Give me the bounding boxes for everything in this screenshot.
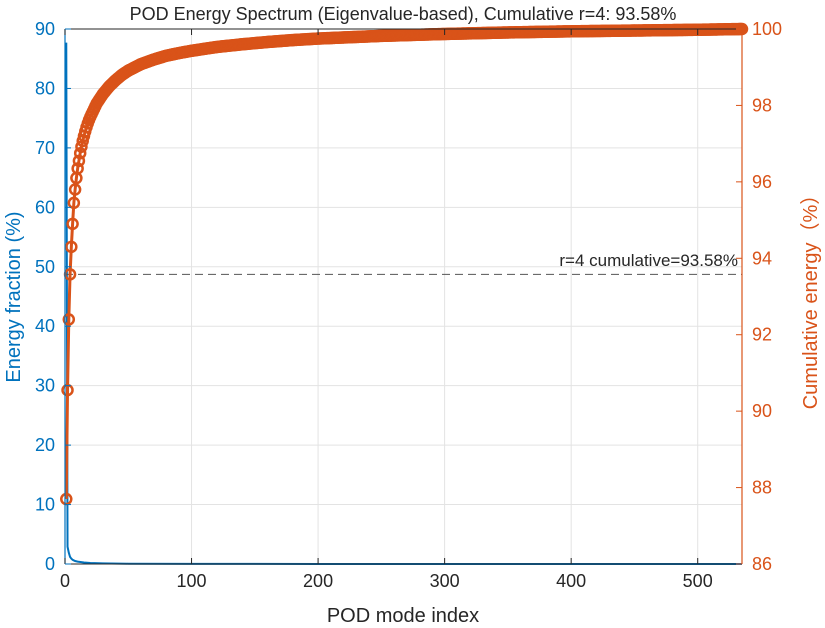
reference-line-label: r=4 cumulative=93.58% <box>559 251 738 270</box>
left-y-tick-label: 80 <box>35 78 55 98</box>
left-y-tick-label: 70 <box>35 138 55 158</box>
x-tick-label: 500 <box>683 571 713 591</box>
right-y-tick-label: 92 <box>752 325 772 345</box>
right-y-tick-label: 100 <box>752 19 782 39</box>
cumulative-energy-point <box>61 383 74 397</box>
left-y-tick-label: 60 <box>35 197 55 217</box>
right-y-tick-label: 98 <box>752 95 772 115</box>
x-tick-label: 0 <box>60 571 70 591</box>
x-tick-label: 200 <box>303 571 333 591</box>
x-tick-label: 300 <box>430 571 460 591</box>
cumulative-energy-point <box>62 313 76 326</box>
right-y-tick-label: 94 <box>752 248 772 268</box>
left-y-tick-label: 20 <box>35 435 55 455</box>
grid <box>64 28 742 565</box>
cumulative-energy-series <box>60 22 749 506</box>
x-tick-label: 100 <box>177 571 207 591</box>
cumulative-energy-point <box>71 162 84 175</box>
cumulative-energy-point <box>65 240 78 254</box>
right-y-tick-label: 90 <box>752 401 772 421</box>
left-y-tick-label: 40 <box>35 316 55 336</box>
left-y-tick-label: 50 <box>35 257 55 277</box>
cumulative-energy-point <box>66 217 79 231</box>
energy-fraction-line <box>65 42 742 565</box>
left-y-tick-label: 10 <box>35 495 55 515</box>
right-y-tick-label: 86 <box>752 554 772 574</box>
cumulative-energy-point <box>67 196 81 210</box>
left-y-tick-label: 90 <box>35 19 55 39</box>
left-y-tick-label: 30 <box>35 376 55 396</box>
energy-fraction-series <box>65 42 742 565</box>
left-y-axis-label: Energy fraction (%) <box>3 211 25 382</box>
cumulative-energy-point <box>72 154 86 168</box>
cumulative-energy-point <box>68 183 82 196</box>
left-y-tick-label: 0 <box>45 554 55 574</box>
axes: 0 100 200 300 400 500 0 10 20 30 40 50 60 70 80 90 86 88 9… <box>35 19 782 591</box>
cumulative-energy-markers <box>60 22 749 506</box>
x-tick-label: 400 <box>556 571 586 591</box>
chart-title: POD Energy Spectrum (Eigenvalue-based), … <box>130 4 677 24</box>
right-y-tick-label: 96 <box>752 172 772 192</box>
right-y-tick-label: 88 <box>752 478 772 498</box>
x-axis-label: POD mode index <box>327 605 479 627</box>
cumulative-energy-point <box>73 146 87 160</box>
right-y-axis-label: Cumulative energy（%） <box>799 185 822 410</box>
cumulative-energy-point <box>60 492 73 506</box>
